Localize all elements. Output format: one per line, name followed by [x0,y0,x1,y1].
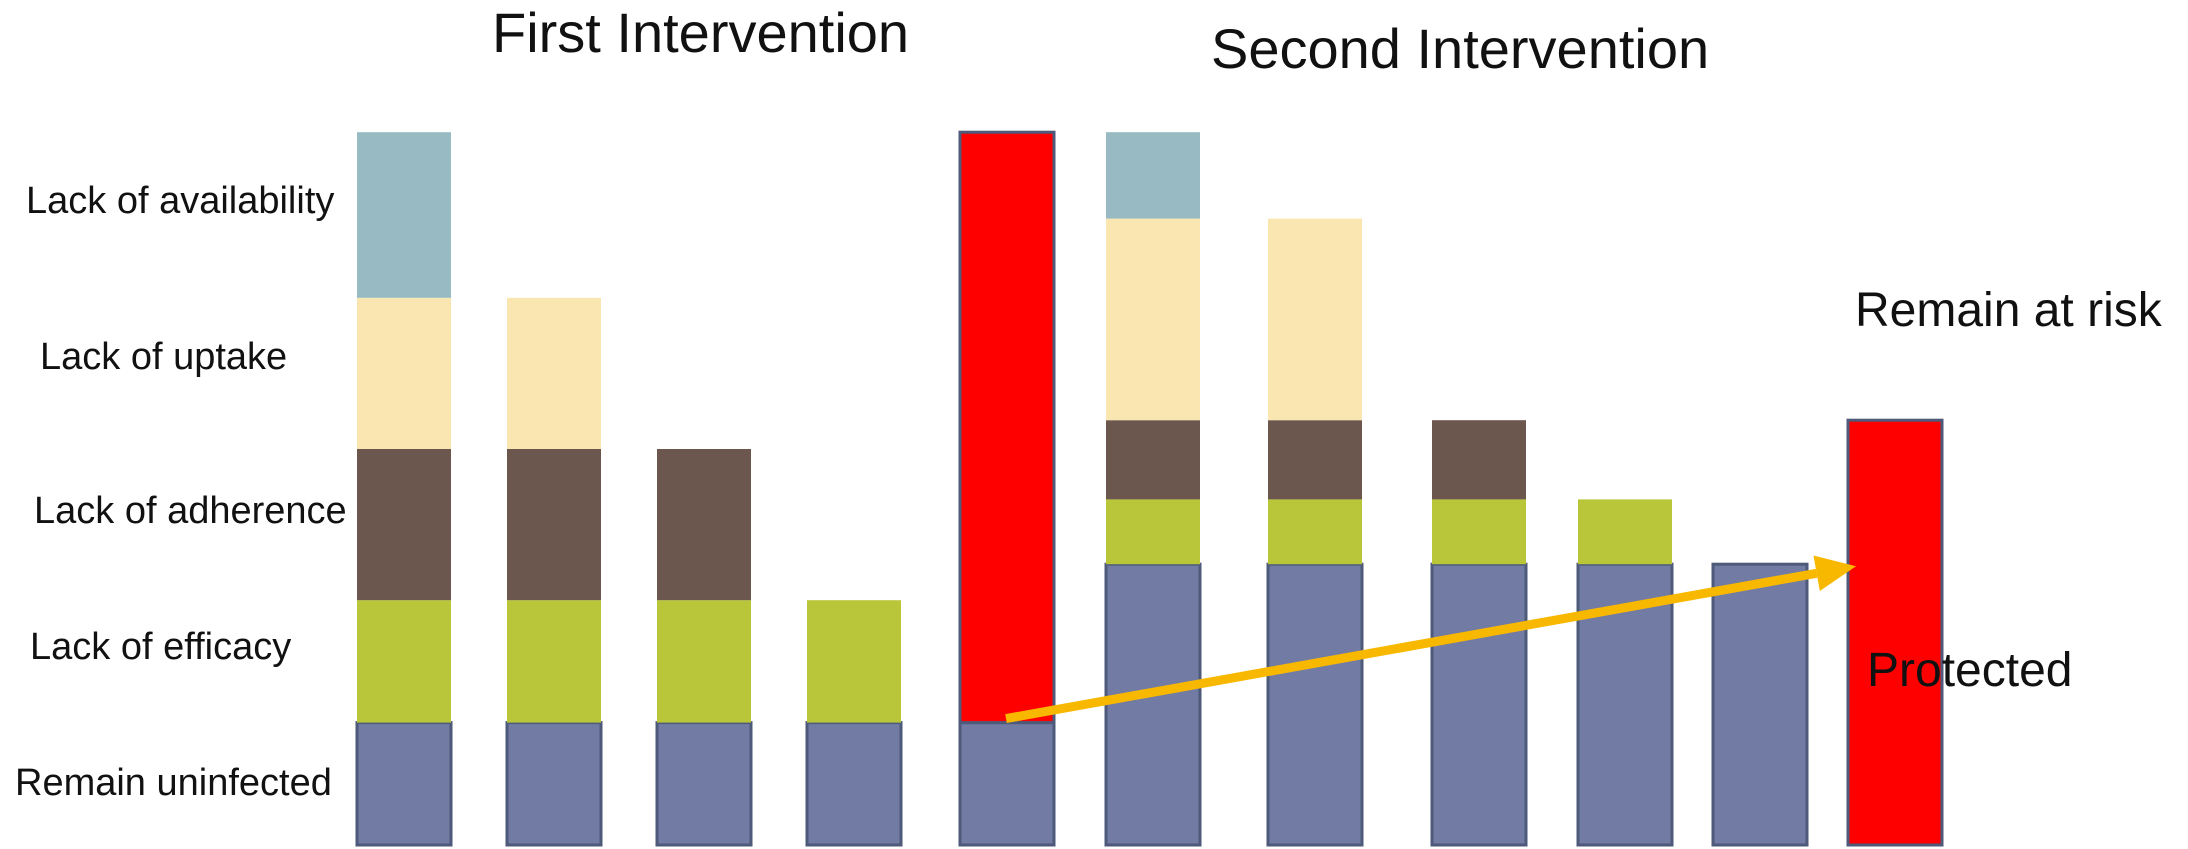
bar-8-uninfected-segment [1430,562,1528,847]
bar-1-efficacy-segment [357,600,451,723]
bar-3-uninfected-segment [655,721,753,847]
bar-6-uptake-segment [1106,218,1200,421]
bar-6-efficacy-segment [1106,499,1200,565]
bar-4-uninfected-segment [805,721,903,847]
row-label-uptake: Lack of uptake [40,336,288,378]
first-intervention-title: First Intervention [492,1,910,64]
protection-increase-arrow-shaft [1005,568,1818,724]
bar-7-uptake-segment [1268,218,1362,421]
bar-6-adherence-segment [1106,420,1200,500]
bar-1-availability-segment [357,132,451,298]
bar-10-uninfected-segment [1711,562,1809,847]
bar-7-uninfected-segment [1266,562,1364,847]
row-label-efficacy: Lack of efficacy [30,626,292,668]
bar-8-adherence-segment [1432,420,1526,500]
second-intervention-title: Second Intervention [1211,17,1710,80]
bar-7-adherence-segment [1268,420,1362,500]
bar-1-uptake-segment [357,297,451,449]
bar-6-availability-segment [1106,132,1200,219]
row-label-uninfected: Remain uninfected [15,762,332,804]
bar-1-uninfected-segment [355,721,453,847]
bar-3-efficacy-segment [657,600,751,723]
bar-7-efficacy-segment [1268,499,1362,565]
bar-5-uninfected-segment [958,721,1056,847]
row-label-adherence: Lack of adherence [34,490,347,532]
bar-6-uninfected-segment [1104,562,1202,847]
bar-1-adherence-segment [357,449,451,601]
protection-increase-arrow-head [1813,555,1856,591]
bar-8-efficacy-segment [1432,499,1526,565]
bar-2-adherence-segment [507,449,601,601]
bar-9-efficacy-segment [1578,499,1672,565]
bar-2-uptake-segment [507,297,601,449]
bar-3-adherence-segment [657,449,751,601]
side-label-protected: Protected [1867,644,2073,697]
bar-2-uninfected-segment [505,721,603,847]
row-label-availability: Lack of availability [26,180,335,222]
side-label-remain-at-risk: Remain at risk [1855,284,2162,337]
bar-4-efficacy-segment [807,600,901,723]
bar-11-at_risk-segment [1846,418,1944,847]
bar-2-efficacy-segment [507,600,601,723]
bar-5-at_risk-segment [958,130,1056,725]
